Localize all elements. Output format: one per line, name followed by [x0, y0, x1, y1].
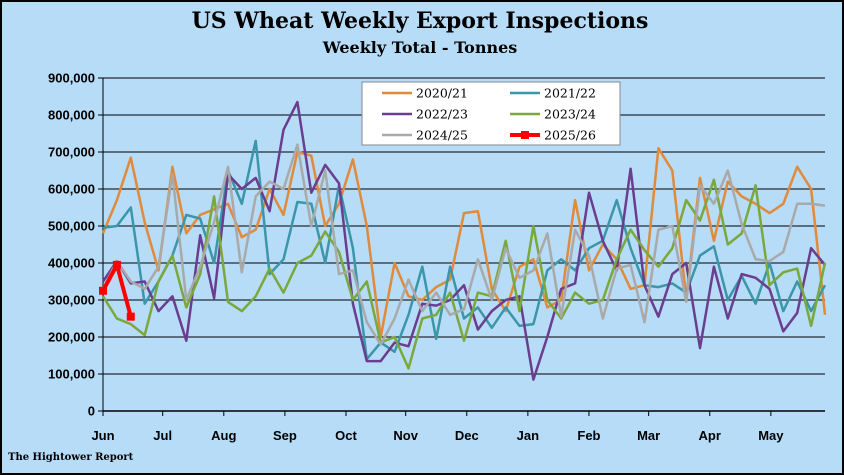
series-line-2022-23 [101, 100, 826, 381]
x-tick-label: Dec [455, 428, 479, 443]
x-tick-label: Sep [273, 428, 297, 443]
x-tick-label: Apr [699, 428, 721, 443]
legend-label: 2021/22 [544, 86, 596, 101]
x-tick-label: Feb [577, 428, 600, 443]
legend-label: 2022/23 [416, 107, 468, 122]
legend: 2020/21 2021/22 2022/23 2023/24 2024/25 2025/… [361, 81, 621, 146]
y-axis: 0 100,000 200,000 300,000 400,000 500,000 600,… [48, 71, 104, 419]
chart-subtitle: Weekly Total - Tonnes [322, 38, 518, 57]
data-point [112, 260, 121, 269]
series-lines [99, 100, 827, 381]
x-tick-label: Nov [393, 428, 418, 443]
data-point [126, 312, 135, 321]
y-tick-label: 100,000 [48, 367, 95, 382]
x-tick-label: Mar [637, 428, 660, 443]
y-tick-label: 800,000 [48, 108, 95, 123]
y-tick-label: 0 [88, 404, 95, 419]
y-tick-label: 300,000 [48, 293, 95, 308]
x-tick-label: Jan [517, 428, 539, 443]
footer-credit: The Hightower Report [8, 452, 134, 463]
series-line-2023-24 [101, 178, 827, 370]
chart-title: US Wheat Weekly Export Inspections [191, 8, 649, 34]
series-line-2024-25 [101, 143, 826, 346]
x-tick-label: Jul [153, 428, 172, 443]
x-tick-label: Jun [91, 428, 114, 443]
series-line-2021-22 [102, 139, 827, 361]
x-tick-label: Oct [335, 428, 357, 443]
x-tick-label: May [758, 428, 784, 443]
x-tick-label: Aug [211, 428, 236, 443]
y-tick-label: 200,000 [48, 330, 95, 345]
data-point [99, 286, 107, 295]
y-tick-label: 900,000 [48, 71, 95, 86]
legend-label: 2024/25 [416, 128, 468, 143]
y-tick-label: 700,000 [48, 145, 95, 160]
legend-label: 2025/26 [544, 128, 596, 143]
x-axis: Jun Jul Aug Sep Oct Nov Dec Jan Feb Mar Apr May [91, 410, 825, 443]
y-tick-label: 400,000 [48, 256, 95, 271]
y-tick-label: 600,000 [48, 182, 95, 197]
legend-marker [521, 131, 529, 139]
legend-label: 2020/21 [416, 86, 468, 101]
y-tick-label: 500,000 [48, 219, 95, 234]
legend-label: 2023/24 [544, 107, 596, 122]
